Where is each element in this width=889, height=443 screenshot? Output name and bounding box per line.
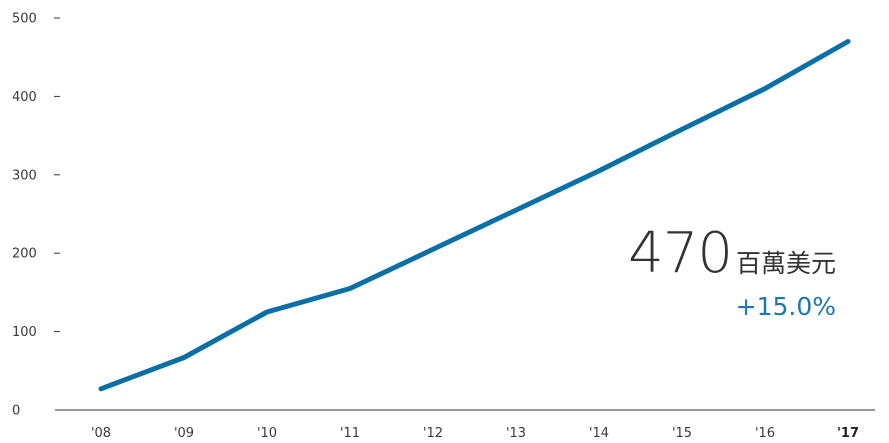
x-tick-label: '12	[423, 426, 443, 441]
y-tick-label: 0	[12, 404, 20, 419]
x-tick-label: '13	[506, 426, 526, 441]
x-tick-label: '14	[589, 426, 609, 441]
x-tick-label: '17	[837, 426, 859, 441]
y-tick-label: 200	[12, 247, 37, 262]
x-tick-label: '09	[174, 426, 194, 441]
x-tick-label: '15	[672, 426, 692, 441]
series-layer	[98, 39, 851, 392]
x-tick-label: '08	[91, 426, 111, 441]
series-line	[98, 39, 851, 392]
x-axis: '08 '09 '10 '11 '12 '13 '14 '15 '16 '17	[55, 409, 875, 441]
value-callout: 470 百萬美元 +15.0%	[628, 221, 836, 322]
callout-value: 470	[628, 221, 733, 286]
y-tick-label: 300	[12, 168, 37, 183]
callout-change: +15.0%	[735, 292, 836, 321]
x-tick-label: '11	[340, 426, 360, 441]
y-tick-label: 100	[12, 325, 37, 340]
x-tick-label: '16	[755, 426, 775, 441]
callout-unit: 百萬美元	[735, 249, 836, 278]
y-axis: 0 100 200 300 400 500	[12, 12, 60, 419]
y-tick-label: 400	[12, 90, 37, 105]
x-tick-label: '10	[257, 426, 277, 441]
y-tick-label: 500	[12, 12, 37, 27]
